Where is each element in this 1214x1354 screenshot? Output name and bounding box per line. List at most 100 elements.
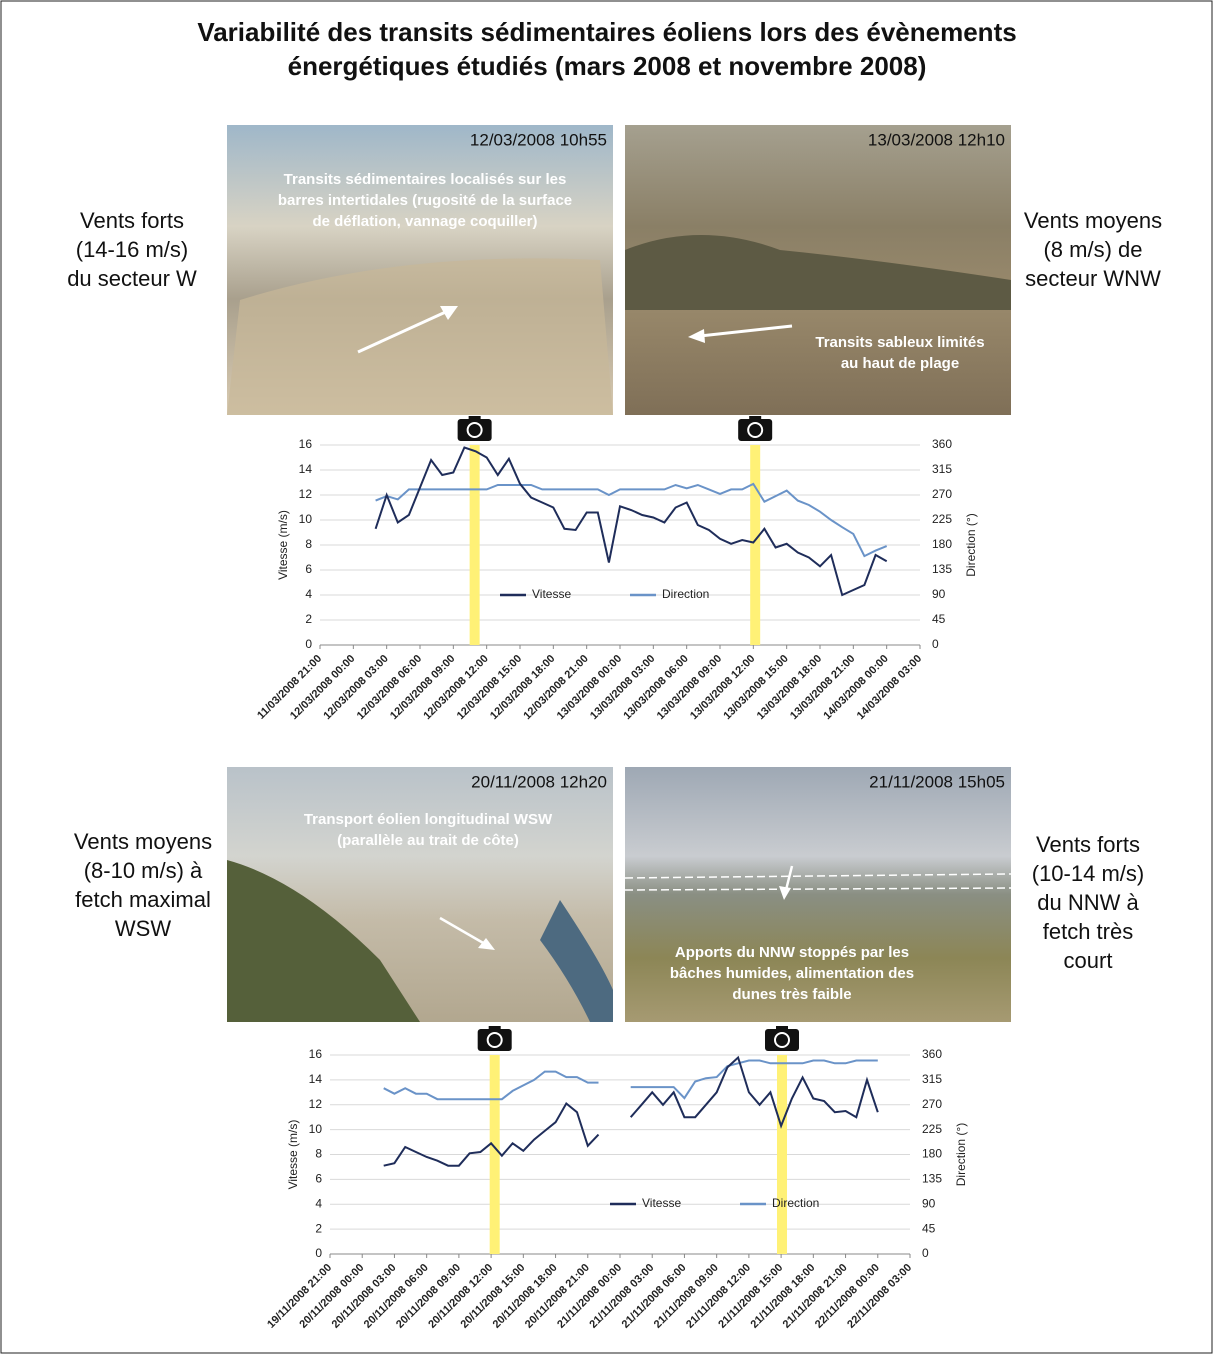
y-tick-label: 12 [299, 487, 313, 501]
photo-caption: bâches humides, alimentation des [670, 965, 914, 982]
y-tick-label: 2 [305, 612, 312, 626]
event-description: secteur WNW [1025, 266, 1161, 291]
photo-arrow [779, 886, 791, 900]
y2-tick-label: 270 [932, 487, 952, 501]
photo-arrow [439, 916, 486, 946]
event-description: Vents moyens [74, 829, 212, 854]
event-description: fetch très [1043, 919, 1133, 944]
photo-detail [227, 258, 613, 415]
y-tick-label: 14 [309, 1072, 323, 1086]
camera-icon [457, 419, 492, 441]
y2-tick-label: 0 [922, 1246, 929, 1260]
photo [625, 767, 1011, 1022]
camera-icon [749, 416, 762, 421]
y-tick-label: 10 [299, 512, 313, 526]
photo-arrow [688, 329, 705, 343]
photo-caption: Transits sableux limités [815, 334, 984, 351]
y2-tick-label: 315 [922, 1072, 942, 1086]
photo-arrow [699, 324, 793, 338]
line [383, 1055, 879, 1167]
y-tick-label: 0 [315, 1246, 322, 1260]
line [383, 1059, 878, 1101]
legend-label: Vitesse [642, 1196, 681, 1210]
highlight-band [750, 445, 761, 645]
photo-caption: au haut de plage [841, 355, 959, 372]
y-tick-label: 8 [315, 1147, 322, 1161]
y2-tick-label: 45 [932, 612, 946, 626]
event-description: (8-10 m/s) à [84, 858, 203, 883]
event-description: court [1064, 948, 1113, 973]
y2-axis-label: Direction (°) [964, 513, 978, 576]
camera-icon [486, 1032, 503, 1048]
photo-detail [625, 235, 1011, 310]
photo-detail [624, 887, 1012, 891]
photo-timestamp: 12/03/2008 10h55 [470, 130, 607, 149]
event-description: (10-14 m/s) [1032, 861, 1144, 886]
y2-tick-label: 45 [922, 1221, 936, 1235]
title: énergétiques étudiés (mars 2008 et novem… [288, 51, 927, 81]
event-description: (14-16 m/s) [76, 237, 188, 262]
highlight-band [489, 1055, 500, 1254]
y2-tick-label: 135 [922, 1172, 942, 1186]
camera-icon [774, 1032, 791, 1048]
photo-arrow [478, 938, 495, 950]
y2-tick-label: 315 [932, 462, 952, 476]
line [375, 482, 888, 558]
y-tick-label: 2 [315, 1221, 322, 1235]
photo-caption: Apports du NNW stoppés par les [675, 944, 909, 961]
photo-detail [624, 873, 1012, 879]
y-tick-label: 14 [299, 462, 313, 476]
y-tick-label: 4 [305, 587, 312, 601]
y-axis-label: Vitesse (m/s) [276, 510, 290, 580]
legend-label: Vitesse [532, 587, 571, 601]
photo-timestamp: 20/11/2008 12h20 [471, 772, 607, 791]
photo-arrow [357, 308, 451, 354]
y2-axis-label: Direction (°) [954, 1123, 968, 1186]
photo-detail [540, 900, 613, 1022]
event-description: fetch maximal [75, 887, 211, 912]
photo-caption: (parallèle au trait de côte) [337, 832, 519, 849]
y-tick-label: 6 [305, 562, 312, 576]
y2-tick-label: 180 [932, 537, 952, 551]
highlight-band [469, 445, 480, 645]
y-tick-label: 6 [315, 1172, 322, 1186]
y2-tick-label: 135 [932, 562, 952, 576]
y-tick-label: 16 [299, 437, 313, 451]
highlight-band [777, 1055, 788, 1254]
camera-icon [468, 416, 481, 421]
photo-arrow [784, 865, 794, 891]
event-description: Vents forts [1036, 832, 1140, 857]
camera-icon [747, 422, 764, 438]
y2-tick-label: 360 [932, 437, 952, 451]
x-tick-label: 14/03/2008 03:00 [855, 653, 924, 722]
y2-tick-label: 90 [932, 587, 946, 601]
y2-tick-label: 0 [932, 637, 939, 651]
camera-icon [765, 1029, 800, 1051]
photo-timestamp: 21/11/2008 15h05 [869, 772, 1005, 791]
photo-detail [227, 860, 420, 1022]
y-tick-label: 8 [305, 537, 312, 551]
camera-icon [488, 1026, 501, 1031]
photo-timestamp: 13/03/2008 12h10 [868, 130, 1005, 149]
legend-label: Direction [772, 1196, 819, 1210]
y-tick-label: 12 [309, 1097, 323, 1111]
event-description: du secteur W [67, 266, 197, 291]
y-tick-label: 0 [305, 637, 312, 651]
event-description: du NNW à [1037, 890, 1139, 915]
event-description: Vents forts [80, 208, 184, 233]
event-description: Vents moyens [1024, 208, 1162, 233]
y-tick-label: 4 [315, 1196, 322, 1210]
y-axis-label: Vitesse (m/s) [286, 1120, 300, 1190]
y2-tick-label: 180 [922, 1147, 942, 1161]
y2-tick-label: 90 [922, 1196, 936, 1210]
line [374, 446, 888, 597]
legend-label: Direction [662, 587, 709, 601]
event-description: WSW [115, 916, 171, 941]
photo-caption: Transport éolien longitudinal WSW [304, 811, 553, 828]
y-tick-label: 16 [309, 1047, 323, 1061]
photo-arrow [440, 306, 458, 320]
event-description: (8 m/s) de [1043, 237, 1142, 262]
photo-caption: Transits sédimentaires localisés sur les [284, 171, 567, 188]
